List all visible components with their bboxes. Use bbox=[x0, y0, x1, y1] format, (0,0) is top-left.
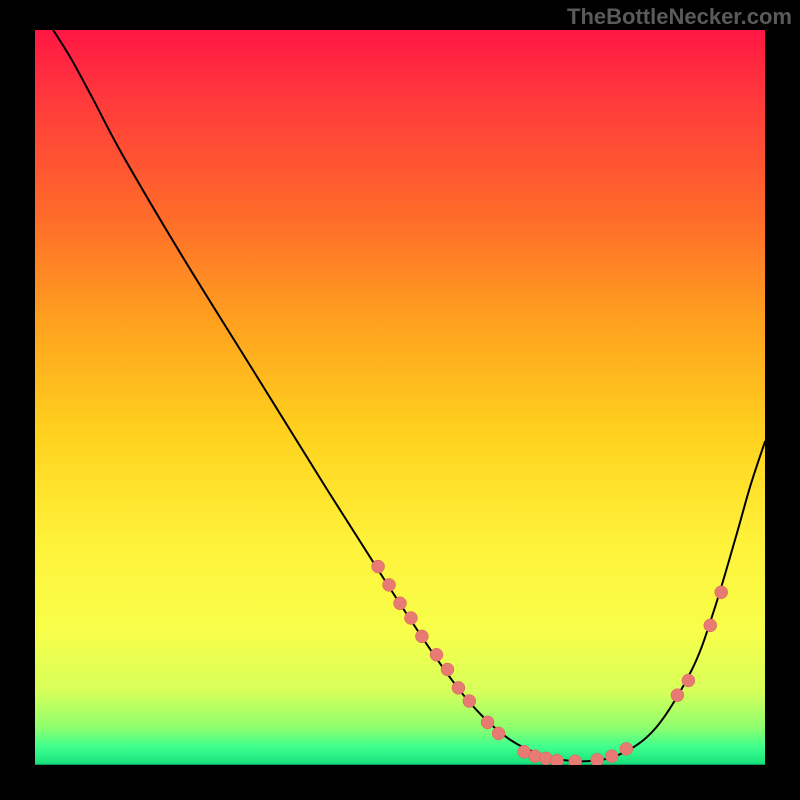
watermark-text: TheBottleNecker.com bbox=[567, 4, 792, 30]
data-marker bbox=[394, 597, 407, 610]
data-marker bbox=[550, 754, 563, 765]
data-marker bbox=[682, 674, 695, 687]
data-marker bbox=[404, 612, 417, 625]
chart-svg bbox=[35, 30, 765, 765]
data-marker bbox=[383, 578, 396, 591]
data-marker bbox=[492, 727, 505, 740]
data-marker bbox=[481, 716, 494, 729]
data-marker bbox=[441, 663, 454, 676]
data-marker bbox=[430, 648, 443, 661]
data-marker bbox=[540, 752, 553, 765]
data-marker bbox=[671, 689, 684, 702]
data-marker bbox=[591, 753, 604, 765]
data-marker bbox=[415, 630, 428, 643]
data-marker bbox=[463, 695, 476, 708]
data-marker bbox=[569, 755, 582, 765]
data-marker bbox=[529, 750, 542, 763]
plot-area bbox=[35, 30, 765, 765]
data-marker bbox=[620, 742, 633, 755]
data-marker bbox=[704, 619, 717, 632]
data-marker bbox=[452, 681, 465, 694]
data-marker bbox=[715, 586, 728, 599]
data-marker bbox=[605, 750, 618, 763]
chart-background bbox=[35, 30, 765, 765]
data-marker bbox=[372, 560, 385, 573]
